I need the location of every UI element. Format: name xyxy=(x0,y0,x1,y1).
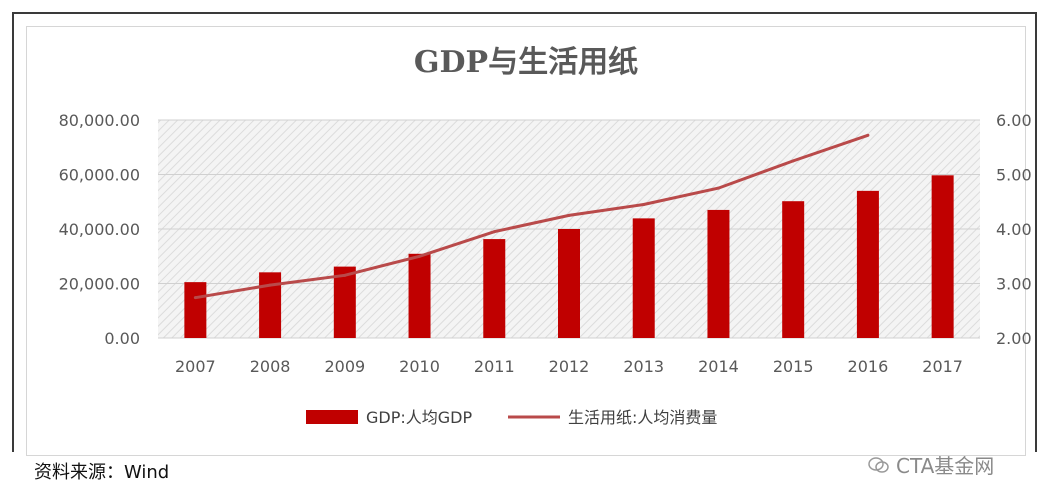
bar xyxy=(707,209,730,338)
left-tick-label: 60,000.00 xyxy=(59,166,140,185)
x-tick-label: 2015 xyxy=(773,357,814,376)
x-tick-label: 2016 xyxy=(848,357,889,376)
source-note: 资料来源：Wind xyxy=(34,462,170,483)
left-axis: 0.00 20,000.00 40,000.00 60,000.00 80,000.00 xyxy=(59,111,140,348)
line-point xyxy=(193,296,197,300)
x-tick-label: 2007 xyxy=(175,357,216,376)
line-point xyxy=(492,230,496,234)
x-tick-label: 2008 xyxy=(250,357,291,376)
bar xyxy=(856,190,879,338)
chart-title: GDP与生活用纸 xyxy=(414,45,638,80)
line-series xyxy=(193,133,870,300)
legend: GDP:人均GDP 生活用纸:人均消费量 xyxy=(306,408,717,427)
x-tick-label: 2014 xyxy=(698,357,739,376)
right-tick-label: 6.00 xyxy=(996,111,1032,130)
line-point xyxy=(791,159,795,163)
legend-bar-label: GDP:人均GDP xyxy=(366,408,472,427)
bar xyxy=(184,282,207,338)
left-tick-label: 20,000.00 xyxy=(59,275,140,294)
x-tick-label: 2017 xyxy=(922,357,963,376)
legend-bar-swatch xyxy=(306,410,358,424)
right-tick-label: 3.00 xyxy=(996,275,1032,294)
legend-line-label: 生活用纸:人均消费量 xyxy=(568,408,717,427)
watermark: CTA基金网 xyxy=(868,450,994,479)
x-tick-label: 2010 xyxy=(399,357,440,376)
x-tick-label: 2011 xyxy=(474,357,515,376)
bar xyxy=(408,253,431,338)
wechat-icon xyxy=(868,456,889,473)
x-tick-label: 2013 xyxy=(623,357,664,376)
bar xyxy=(333,266,356,338)
bar-series xyxy=(184,175,954,338)
right-tick-label: 4.00 xyxy=(996,220,1032,239)
line-point xyxy=(716,186,720,190)
x-tick-label: 2012 xyxy=(549,357,590,376)
line-point xyxy=(866,133,870,137)
bar xyxy=(931,175,954,338)
line-point xyxy=(268,283,272,287)
line-point xyxy=(642,202,646,206)
right-tick-label: 2.00 xyxy=(996,329,1032,348)
line-path xyxy=(195,133,869,300)
line-point xyxy=(343,273,347,277)
line-point xyxy=(567,213,571,217)
bar xyxy=(259,272,282,338)
left-tick-label: 0.00 xyxy=(104,329,140,348)
bar xyxy=(782,201,805,338)
line-point xyxy=(418,254,422,258)
bar xyxy=(558,229,580,338)
left-tick-label: 40,000.00 xyxy=(59,220,140,239)
chart-frame xyxy=(26,26,1026,456)
bar xyxy=(483,239,506,338)
bar xyxy=(632,218,655,338)
x-axis: 2007 2008 2009 2010 2011 2012 2013 2014 2015 2016… xyxy=(175,357,963,376)
right-tick-label: 5.00 xyxy=(996,166,1032,185)
left-tick-label: 80,000.00 xyxy=(59,111,140,130)
watermark-text: CTA基金网 xyxy=(896,454,995,478)
right-axis: 2.00 3.00 4.00 5.00 6.00 xyxy=(996,111,1032,348)
x-tick-label: 2009 xyxy=(324,357,365,376)
